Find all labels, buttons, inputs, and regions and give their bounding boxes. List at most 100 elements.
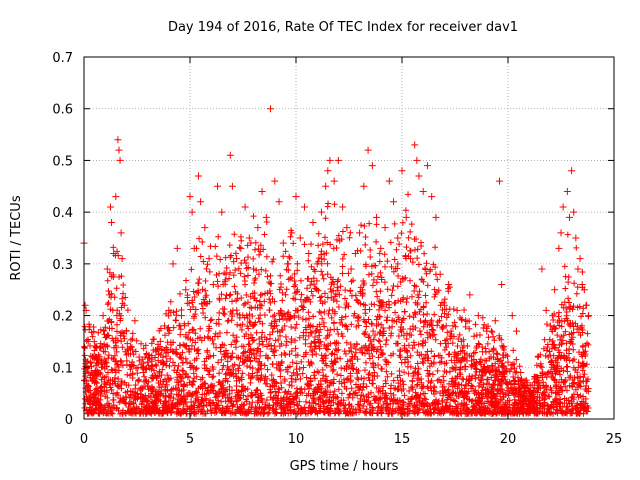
data-point: [428, 193, 436, 201]
data-point: [512, 327, 520, 335]
data-point: [216, 330, 223, 337]
data-point: [576, 255, 584, 263]
data-point: [91, 338, 98, 345]
data-point: [559, 203, 567, 211]
data-point: [292, 352, 299, 359]
data-point: [317, 326, 324, 333]
data-point: [290, 295, 297, 302]
data-point: [331, 201, 338, 208]
data-point: [239, 370, 246, 377]
data-point: [99, 312, 107, 320]
data-point: [406, 407, 413, 414]
data-point: [448, 357, 455, 364]
data-point: [180, 367, 187, 374]
data-point: [267, 299, 274, 306]
data-point: [169, 260, 177, 268]
data-point: [182, 355, 189, 362]
data-point: [82, 326, 89, 333]
data-point: [416, 328, 423, 335]
data-point: [436, 359, 443, 366]
x-tick-label: 15: [394, 432, 411, 447]
data-point: [218, 356, 225, 363]
x-tick-label: 0: [80, 432, 88, 447]
data-point: [355, 376, 362, 383]
data-point: [405, 191, 412, 198]
data-point: [404, 295, 411, 302]
data-point: [228, 317, 235, 324]
data-point: [584, 330, 591, 337]
data-point: [173, 244, 181, 252]
data-point: [443, 314, 450, 321]
data-point: [285, 276, 292, 283]
data-point: [426, 363, 433, 370]
data-point: [320, 275, 327, 282]
data-point: [226, 151, 234, 159]
chart-title: Day 194 of 2016, Rate Of TEC Index for r…: [168, 20, 518, 35]
data-point: [269, 258, 276, 265]
data-point: [562, 328, 569, 335]
data-point: [547, 384, 554, 391]
data-point: [243, 291, 250, 298]
data-points: [80, 105, 593, 417]
data-point: [182, 331, 189, 338]
data-point: [131, 317, 139, 325]
data-point: [314, 368, 321, 375]
data-point: [400, 315, 407, 322]
data-point: [297, 296, 304, 303]
data-point: [408, 221, 415, 228]
data-point: [456, 331, 463, 338]
data-point: [485, 334, 492, 341]
data-point: [368, 320, 375, 327]
data-point: [391, 220, 398, 227]
data-point: [335, 232, 342, 239]
data-point: [491, 317, 499, 325]
data-point: [245, 234, 253, 242]
data-point: [120, 282, 127, 289]
data-point: [122, 348, 129, 355]
data-point: [228, 182, 236, 190]
data-point: [232, 250, 239, 257]
data-point: [326, 156, 334, 164]
data-point: [85, 336, 92, 343]
data-point: [340, 376, 347, 383]
data-point: [334, 284, 341, 291]
data-point: [189, 299, 196, 306]
data-point: [234, 290, 241, 297]
data-point: [330, 177, 338, 185]
data-point: [570, 346, 577, 353]
data-point: [462, 323, 469, 330]
data-point: [339, 203, 347, 211]
data-point: [396, 241, 403, 248]
data-point: [542, 306, 550, 314]
data-point: [574, 265, 582, 273]
data-point: [232, 338, 239, 345]
data-point: [563, 187, 571, 195]
data-point: [324, 260, 331, 267]
data-point: [390, 198, 398, 206]
data-point: [375, 403, 382, 410]
data-point: [451, 349, 458, 356]
data-point: [380, 324, 387, 331]
data-point: [492, 360, 499, 367]
y-tick-label: 0: [65, 413, 73, 428]
data-point: [114, 307, 121, 314]
data-point: [282, 248, 289, 255]
data-point: [290, 240, 297, 247]
data-point: [410, 339, 417, 346]
data-point: [189, 381, 196, 388]
data-point: [374, 273, 381, 280]
data-point: [421, 250, 428, 257]
data-point: [315, 340, 322, 347]
data-point: [246, 319, 253, 326]
data-point: [188, 208, 196, 216]
data-point: [348, 385, 355, 392]
data-point: [176, 290, 183, 297]
data-point: [187, 306, 194, 313]
data-point: [207, 317, 214, 324]
data-point: [390, 400, 397, 407]
data-point: [244, 272, 251, 279]
data-point: [488, 374, 495, 381]
x-axis-label: GPS time / hours: [290, 459, 399, 474]
data-point: [415, 261, 422, 268]
